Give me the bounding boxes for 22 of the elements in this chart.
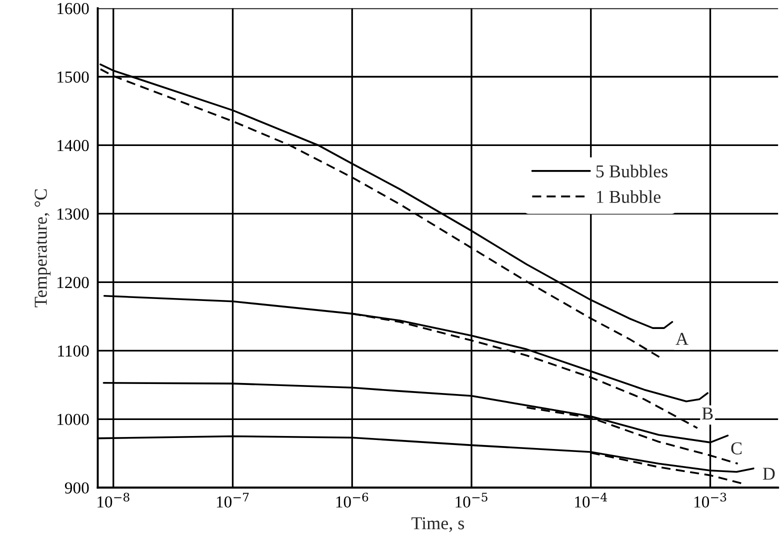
- annotation: C: [731, 442, 742, 454]
- x-axis-title: Time, s: [411, 517, 464, 532]
- x-tick-label: 10$^{−6}$: [336, 492, 368, 508]
- y-tick-label: 1100: [58, 345, 89, 357]
- legend-label: 5 Bubbles: [596, 164, 668, 178]
- annotation: D: [762, 468, 775, 480]
- x-tick-label: 10$^{−3}$: [694, 492, 726, 508]
- x-tick-label: 10$^{−7}$: [216, 492, 249, 508]
- x-tick-label: 10$^{−4}$: [575, 492, 608, 508]
- y-tick-label: 1400: [58, 140, 89, 152]
- x-tick-label: 10$^{−5}$: [456, 492, 488, 508]
- annotation: A: [676, 332, 688, 345]
- annotation: B: [702, 408, 713, 420]
- y-tick-label: 1500: [58, 71, 89, 83]
- y-tick-label: 1600: [58, 2, 89, 14]
- y-tick-label: 1000: [58, 414, 89, 426]
- y-tick-label: 900: [64, 482, 89, 494]
- y-axis-title: Temperature, °C: [34, 189, 51, 308]
- y-tick-label: 1200: [58, 276, 89, 288]
- x-tick-label: 10$^{−8}$: [98, 492, 130, 508]
- legend-label: 1 Bubble: [596, 190, 660, 203]
- y-tick-label: 1300: [58, 208, 89, 220]
